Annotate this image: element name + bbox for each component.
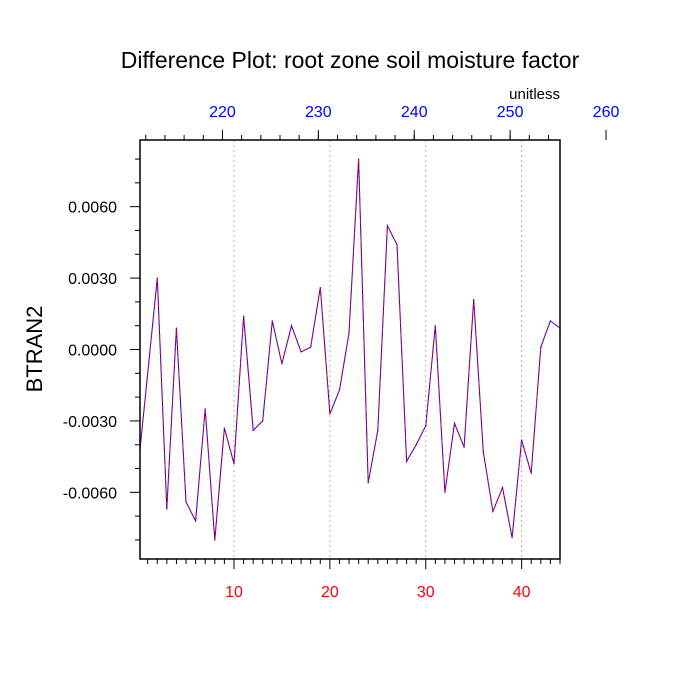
series-line — [139, 158, 561, 541]
data-point — [492, 510, 494, 512]
data-point — [511, 536, 513, 539]
data-point — [156, 277, 158, 279]
data-point — [358, 158, 360, 160]
series-line-dashes — [139, 158, 561, 541]
data-point — [204, 408, 206, 410]
data-point — [521, 439, 523, 441]
x-tick-label-top: 250 — [497, 104, 524, 121]
units-label: unitless — [509, 86, 560, 103]
plot-frame — [139, 139, 561, 560]
data-point — [530, 472, 532, 474]
data-point — [329, 413, 331, 415]
data-point — [367, 482, 369, 484]
data-point — [415, 444, 417, 446]
x-tick-label-bottom: 40 — [513, 584, 531, 601]
y-tick-label: -0.0060 — [63, 485, 117, 502]
data-point — [319, 287, 321, 289]
y-tick-label: 0.0060 — [68, 200, 117, 217]
x-tick-label-bottom: 10 — [225, 584, 243, 601]
data-point — [338, 389, 341, 391]
chart-title: Difference Plot: root zone soil moisture… — [121, 47, 580, 73]
data-point — [262, 420, 264, 422]
data-point — [405, 460, 408, 462]
x-tick-label-bottom: 30 — [417, 584, 435, 601]
data-point — [463, 446, 465, 448]
y-axis-label: BTRAN2 — [22, 306, 47, 393]
x-tick-label-top: 230 — [305, 104, 332, 121]
x-tick-label-bottom: 20 — [321, 584, 339, 601]
data-point — [195, 520, 197, 522]
data-point — [549, 320, 552, 322]
data-point — [348, 332, 350, 334]
data-point — [444, 491, 446, 493]
data-point — [166, 508, 168, 510]
data-point — [281, 363, 283, 365]
grid-lines — [233, 140, 523, 559]
y-tick-label: 0.0030 — [68, 271, 117, 288]
data-point — [271, 320, 273, 322]
data-point — [482, 451, 484, 453]
x-tick-label-top: 240 — [401, 104, 428, 121]
data-point — [242, 315, 245, 317]
data-point — [396, 244, 398, 246]
y-tick-label: -0.0030 — [63, 414, 117, 431]
series-group — [139, 158, 561, 541]
data-point — [540, 346, 542, 348]
data-point — [300, 351, 302, 353]
data-point — [453, 422, 456, 424]
data-point — [185, 501, 187, 503]
data-point — [233, 463, 235, 465]
data-point — [434, 325, 436, 327]
data-point — [290, 325, 293, 327]
data-point — [252, 429, 254, 432]
data-point — [310, 346, 312, 348]
x-tick-label-top: 260 — [593, 104, 620, 121]
data-point — [386, 225, 388, 227]
data-point — [473, 298, 475, 301]
data-point — [425, 425, 427, 427]
tick-labels: 10 20 30 40 220 230 240 250 260 0.0060 0.0030 0.000… — [63, 104, 620, 601]
data-point — [501, 486, 504, 489]
data-point — [175, 327, 178, 329]
x-tick-label-top: 220 — [209, 104, 236, 121]
axis-ticks — [130, 130, 607, 569]
y-tick-label: 0.0000 — [68, 343, 117, 360]
data-point — [214, 539, 216, 541]
data-point — [223, 427, 225, 429]
data-point — [377, 429, 379, 432]
